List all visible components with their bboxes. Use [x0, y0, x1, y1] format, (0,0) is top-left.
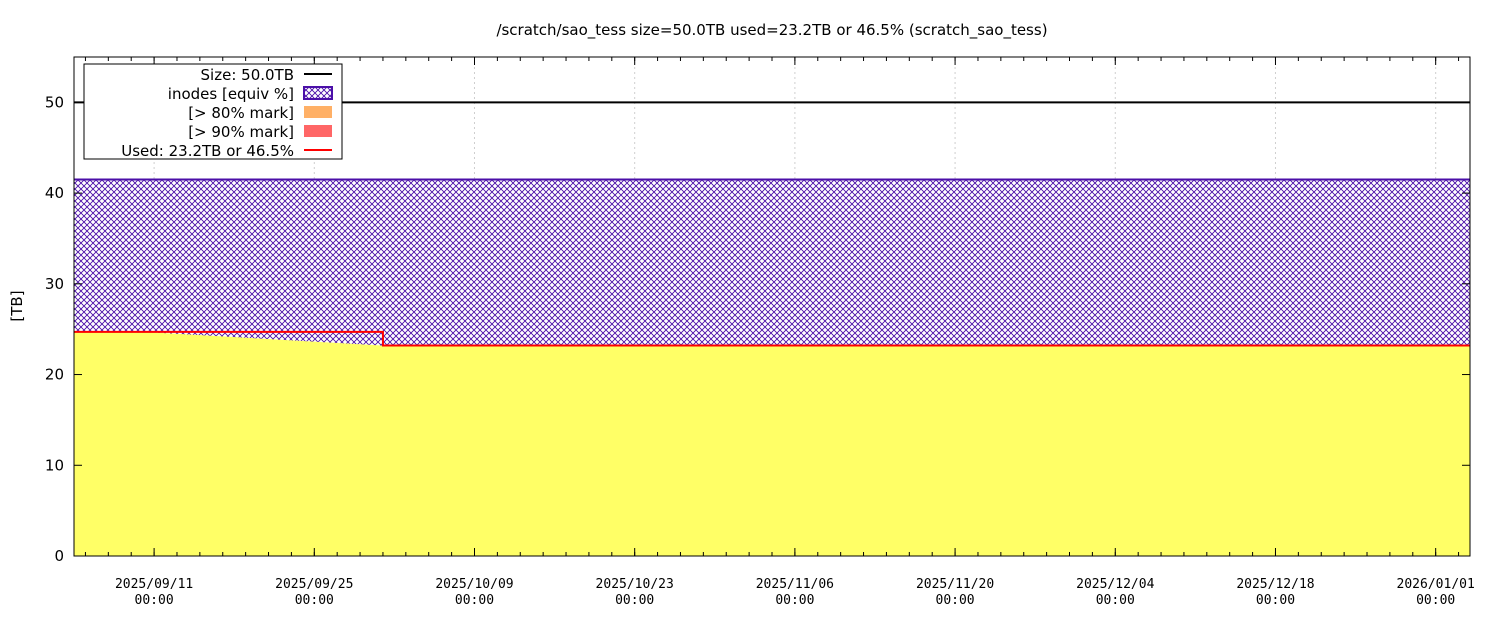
y-tick-label: 50: [45, 93, 64, 111]
y-tick-label: 40: [45, 184, 64, 202]
x-tick-label-time: 00:00: [1416, 593, 1455, 608]
x-tick-label-time: 00:00: [1096, 593, 1135, 608]
x-tick-label-date: 2025/09/11: [115, 577, 193, 592]
x-tick-label-date: 2025/12/18: [1236, 577, 1314, 592]
legend-label-size: Size: 50.0TB: [201, 66, 294, 84]
x-axis: 2025/09/1100:002025/09/2500:002025/10/09…: [84, 57, 1475, 608]
x-tick-label-time: 00:00: [1256, 593, 1295, 608]
legend-label-inodes: inodes [equiv %]: [168, 85, 294, 103]
y-tick-label: 0: [54, 547, 64, 565]
used-line: [74, 330, 1470, 347]
x-tick-label-time: 00:00: [936, 593, 975, 608]
x-tick-label-date: 2025/11/20: [916, 577, 994, 592]
x-tick-label-date: 2025/12/04: [1076, 577, 1154, 592]
y-tick-label: 20: [45, 366, 64, 384]
x-tick-label-date: 2025/10/09: [435, 577, 513, 592]
x-tick-label-time: 00:00: [775, 593, 814, 608]
legend-swatch-80: [304, 106, 332, 118]
y-tick-label: 30: [45, 275, 64, 293]
x-tick-label-date: 2025/10/23: [596, 577, 674, 592]
y-axis: 0 10 20 30 40 50: [45, 93, 1470, 565]
legend-box: [83, 63, 343, 160]
x-tick-label-time: 00:00: [615, 593, 654, 608]
chart-title: /scratch/sao_tess size=50.0TB used=23.2T…: [496, 21, 1047, 40]
x-tick-label-time: 00:00: [295, 593, 334, 608]
legend-swatch-inodes: [303, 86, 333, 100]
x-tick-label-date: 2025/09/25: [275, 577, 353, 592]
used-area: [74, 331, 1470, 556]
x-tick-label-date: 2025/11/06: [756, 577, 834, 592]
x-tick-label-time: 00:00: [455, 593, 494, 608]
x-tick-label-time: 00:00: [135, 593, 174, 608]
legend-label-90: [> 90% mark]: [188, 123, 294, 141]
y-axis-label: [TB]: [8, 290, 26, 321]
legend-label-used: Used: 23.2TB or 46.5%: [121, 142, 294, 160]
x-tick-label-date: 2026/01/01: [1397, 577, 1475, 592]
legend: Size: 50.0TB inodes [equiv %] [> 80% mar…: [83, 63, 343, 160]
legend-swatch-90: [304, 125, 332, 137]
y-tick-label: 10: [45, 456, 64, 474]
legend-label-80: [> 80% mark]: [188, 104, 294, 122]
